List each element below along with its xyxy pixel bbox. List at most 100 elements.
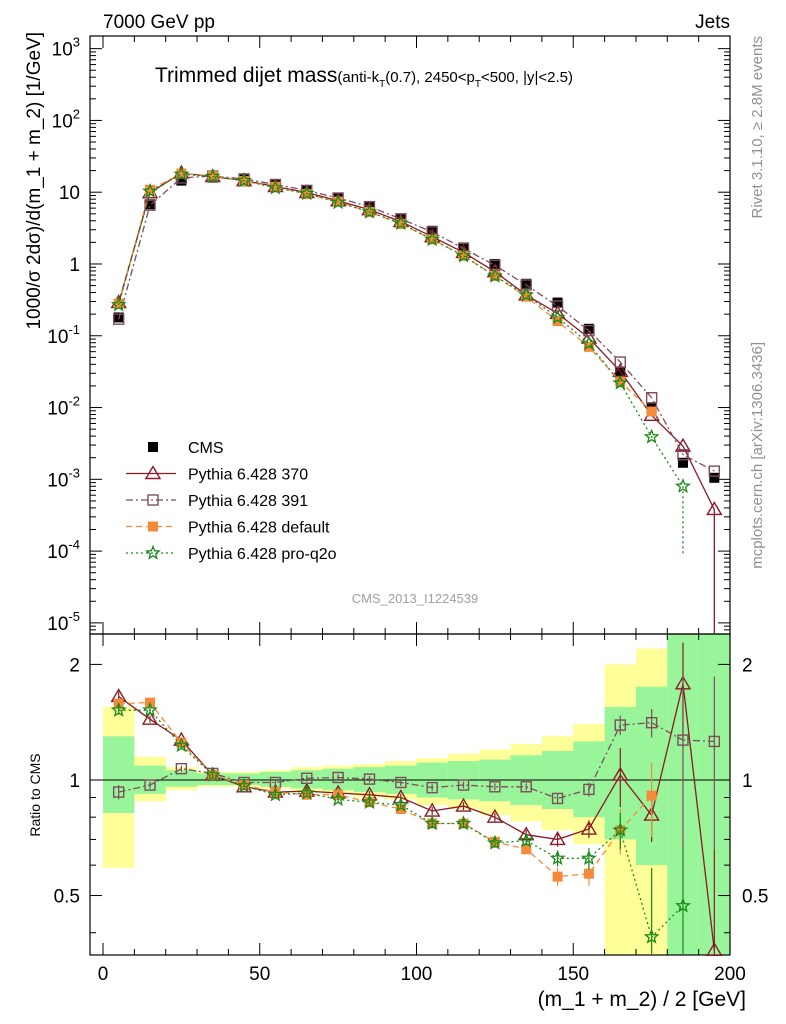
- y-tick-label: 10-3: [47, 465, 80, 491]
- mcplots-label: mcplots.cern.ch [arXiv:1306.3436]: [749, 342, 766, 569]
- legend-marker: [148, 442, 158, 452]
- y-tick-label: 10-2: [47, 394, 80, 420]
- y-tick-base: 10: [47, 470, 68, 491]
- title-sub-prefix: (anti-k: [337, 69, 379, 86]
- y-tick-label: 103: [52, 35, 80, 61]
- legend-marker: [144, 465, 162, 480]
- ratio-series-marker: [612, 821, 629, 837]
- x-tick-label: 150: [557, 964, 589, 985]
- main-series-marker: [706, 501, 723, 516]
- ratio-series-marker: [392, 796, 409, 812]
- ratio-series-marker: [330, 791, 346, 807]
- main-series: [112, 170, 721, 477]
- ratio-series-marker: [144, 779, 156, 791]
- main-series-marker: [145, 199, 156, 210]
- ratio-series-marker: [614, 719, 626, 731]
- ratio-series-marker: [301, 772, 313, 785]
- main-series-marker: [424, 231, 441, 247]
- main-series-marker: [583, 323, 594, 334]
- ratio-series-marker: [489, 781, 501, 793]
- main-series-marker: [330, 194, 347, 210]
- main-series-marker: [708, 465, 721, 477]
- main-series-marker: [236, 172, 253, 188]
- header-right-label: Jets: [695, 12, 730, 33]
- ratio-series-marker: [518, 832, 535, 848]
- ratio-series-marker: [646, 790, 657, 801]
- main-series-marker: [395, 219, 406, 230]
- y-tick-exponent: -1: [68, 322, 80, 337]
- analysis-id-label: CMS_2013_I1224539: [352, 591, 479, 606]
- x-axis-label: (m_1 + m_2) / 2 [GeV]: [538, 988, 746, 1011]
- main-series-marker: [612, 374, 629, 390]
- main-series: [110, 164, 723, 634]
- main-series-marker: [176, 175, 187, 186]
- main-series-marker: [518, 286, 535, 302]
- main-series-marker: [207, 170, 218, 181]
- legend-label: Pythia 6.428 391: [188, 493, 308, 510]
- main-series-marker: [267, 179, 284, 195]
- title-sub-suffix: <500, |y|<2.5): [481, 69, 573, 86]
- ratio-series-line: [118, 722, 715, 800]
- main-series-marker: [142, 183, 158, 198]
- y-tick-exponent: 3: [73, 35, 80, 50]
- rivet-version-label: Rivet 3.1.10, ≥ 2.8M events: [749, 36, 766, 219]
- ratio-series-marker: [551, 792, 564, 805]
- legend-entry: CMS: [148, 440, 224, 457]
- main-series: [113, 172, 720, 483]
- ratio-series-marker: [645, 716, 658, 729]
- ratio-series: [112, 675, 721, 850]
- legend-marker: [147, 494, 159, 506]
- title-main: Trimmed dijet mass: [155, 64, 337, 87]
- ratio-series-marker: [361, 793, 378, 809]
- ratio-series-marker: [580, 820, 598, 835]
- ratio-plot-frame: [89, 633, 731, 956]
- main-series-marker: [549, 309, 566, 325]
- legend-marker: [145, 544, 161, 560]
- x-tick-label: 200: [714, 964, 746, 985]
- ratio-series: [110, 701, 691, 955]
- ratio-series-marker: [142, 701, 158, 717]
- ratio-series-marker: [455, 815, 472, 831]
- y-tick-base: 10: [52, 40, 73, 61]
- ratio-series-line: [118, 701, 653, 878]
- legend-entry: Pythia 6.428 default: [126, 520, 330, 537]
- main-series: [110, 165, 691, 555]
- ratio-series-marker: [112, 786, 125, 798]
- ratio-band-inner: [103, 736, 135, 814]
- ratio-series-marker: [706, 941, 723, 957]
- main-series-marker: [521, 278, 532, 289]
- plot-title: Trimmed dijet mass(anti-kT(0.7), 2450<pT…: [155, 64, 573, 90]
- ratio-series-marker: [333, 789, 344, 800]
- main-series-marker: [645, 392, 658, 404]
- main-series-marker: [487, 267, 503, 283]
- main-series-marker: [646, 406, 657, 417]
- main-series-marker: [552, 316, 563, 327]
- main-plot-frame: [89, 35, 731, 635]
- ratio-y-tick-label-left: 0.5: [54, 887, 80, 908]
- x-tick-label: 100: [401, 964, 433, 985]
- title-sub-pt-subscript: T: [475, 79, 481, 90]
- y-tick-exponent: -5: [68, 609, 80, 624]
- ratio-y-tick-label-right: 2: [742, 655, 753, 676]
- legend: CMS Pythia 6.428 370 Pythia 6.428 391 Pythi…: [126, 440, 337, 563]
- ratio-series-marker: [521, 844, 532, 855]
- main-series-marker: [427, 234, 438, 245]
- main-series-marker: [110, 296, 127, 312]
- y-axis-label-ratio: Ratio to CMS: [27, 753, 43, 836]
- main-series-marker: [521, 291, 532, 302]
- ratio-series-marker: [457, 779, 470, 791]
- ratio-series-marker: [583, 868, 594, 879]
- legend-marker: [148, 521, 158, 532]
- main-series-marker: [677, 457, 688, 468]
- main-series-line: [118, 172, 715, 510]
- ratio-series-marker: [580, 849, 597, 866]
- ratio-series-marker: [173, 737, 190, 753]
- y-tick-label: 102: [52, 106, 80, 132]
- y-tick-exponent: -3: [68, 465, 80, 480]
- y-tick-base: 10: [59, 183, 80, 204]
- y-tick-exponent: -4: [68, 537, 80, 552]
- y-tick-base: 10: [47, 542, 68, 563]
- y-tick-base: 10: [52, 111, 73, 132]
- ratio-y-tick-label-right: 1: [742, 771, 753, 792]
